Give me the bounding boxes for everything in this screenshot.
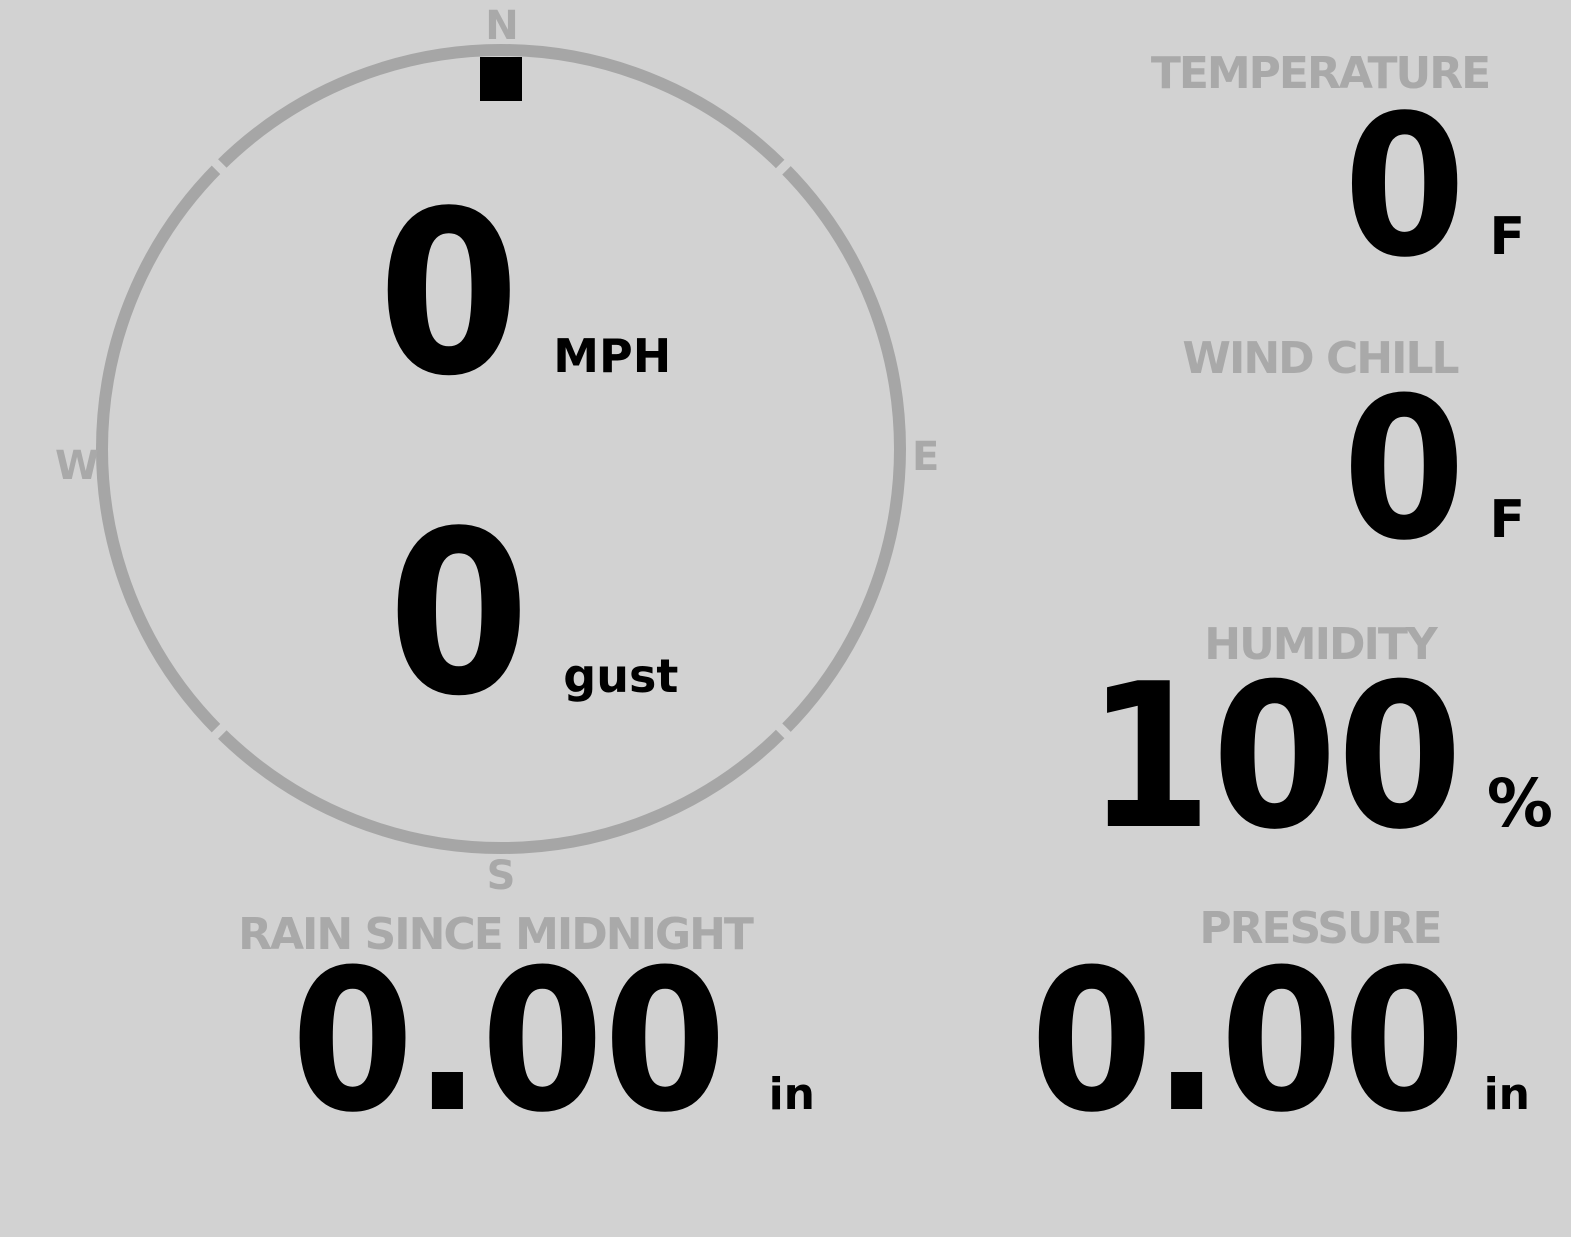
pressure-readout: 0.00 in [982,944,1530,1140]
rain-since-midnight-value: 0.00 [291,928,727,1156]
humidity-unit: % [1486,765,1553,842]
compass-label-north: N [485,3,519,49]
wind-chill-readout: 0 F [1329,372,1525,568]
wind-speed-value: 0 [378,163,520,426]
wind-gust-value: 0 [388,483,530,746]
pressure-label: PRESSURE [1199,903,1442,954]
temperature-label: TEMPERATURE [1150,48,1491,99]
compass-label-west: W [55,443,100,489]
wind-gust-readout: 0 gust [388,502,678,728]
wind-direction-marker-icon [480,57,522,101]
wind-speed-readout: 0 MPH [378,182,671,408]
wind-chill-value: 0 [1342,356,1466,584]
temperature-unit: F [1489,207,1525,267]
pressure-unit: in [1483,1069,1530,1120]
temperature-value: 0 [1343,73,1466,300]
compass-label-east: E [912,434,940,480]
wind-gust-unit: gust [563,649,679,703]
humidity-label: HUMIDITY [1204,619,1437,670]
rain-since-midnight-label: RAIN SINCE MIDNIGHT [238,909,754,960]
wind-speed-unit: MPH [553,329,672,383]
wind-chill-unit: F [1489,490,1525,550]
rain-since-midnight-unit: in [768,1069,815,1120]
humidity-readout: 100 % [1045,658,1553,858]
rain-since-midnight-readout: 0.00 in [136,944,946,1140]
temperature-readout: 0 F [1330,89,1525,284]
compass-label-south: S [486,853,516,899]
humidity-value: 100 [1087,641,1463,874]
wind-chill-label: WIND CHILL [1182,333,1459,384]
pressure-value: 0.00 [1030,928,1466,1156]
